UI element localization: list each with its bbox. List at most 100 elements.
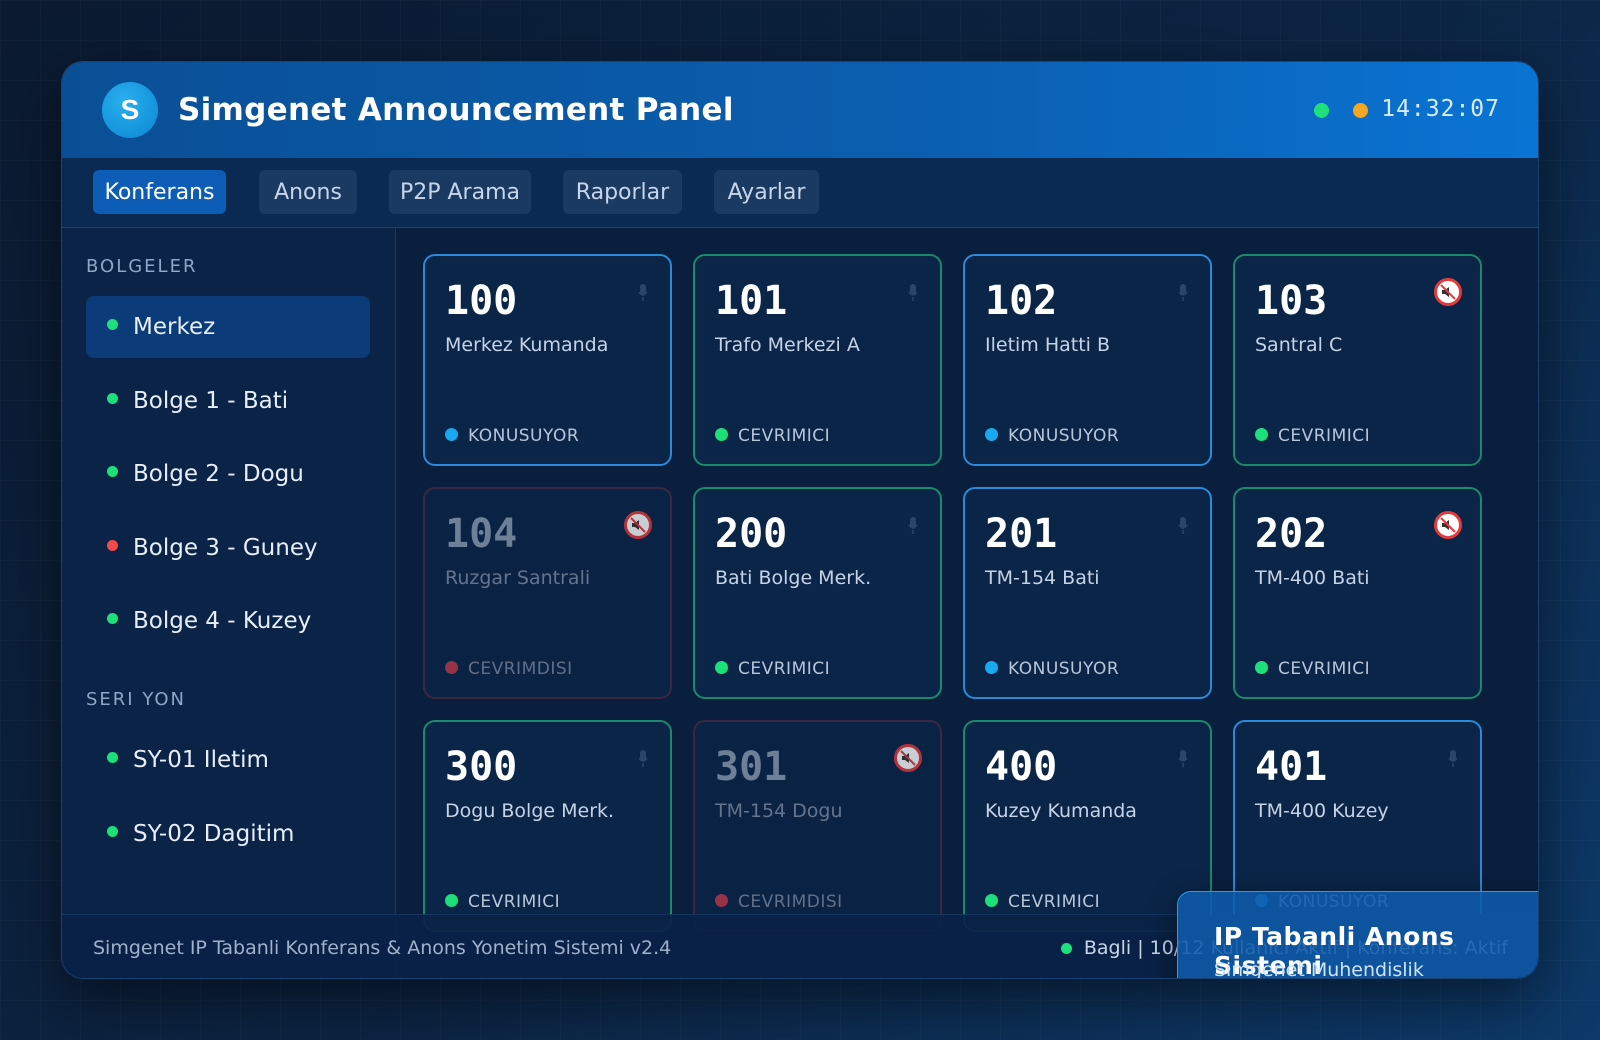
app-title: Simgenet Announcement Panel [178,92,734,128]
station-number: 400 [985,744,1058,790]
station-name: Trafo Merkezi A [715,334,860,356]
station-name: TM-400 Kuzey [1255,800,1389,822]
status-dot [715,661,728,674]
tab-konferans[interactable]: Konferans [93,170,226,214]
microphone-icon[interactable] [908,517,918,535]
station-name: Bati Bolge Merk. [715,567,872,589]
station-status: CEVRIMDISI [715,892,843,912]
status-dot [985,894,998,907]
microphone-icon[interactable] [908,284,918,302]
status-label: CEVRIMICI [468,892,561,912]
status-dot [445,894,458,907]
sidebar: BOLGELER Merkez Bolge 1 - Bati Bolge 2 -… [62,228,396,978]
status-dot [715,428,728,441]
status-dot [715,894,728,907]
station-card-103[interactable]: 103 Santral C CEVRIMICI [1233,254,1482,466]
regions-section-label: BOLGELER [86,256,198,277]
station-name: Ruzgar Santrali [445,567,591,589]
station-card-201[interactable]: 201 TM-154 Bati KONUSUYOR [963,487,1212,699]
footer-version-text: Simgenet IP Tabanli Konferans & Anons Yo… [93,937,672,959]
station-name: Merkez Kumanda [445,334,609,356]
status-label: CEVRIMICI [738,659,831,679]
station-number: 301 [715,744,788,790]
sidebar-item-merkez[interactable]: Merkez [86,296,370,358]
station-number: 100 [445,278,518,324]
station-card-104[interactable]: 104 Ruzgar Santrali CEVRIMDISI [423,487,672,699]
station-card-102[interactable]: 102 Iletim Hatti B KONUSUYOR [963,254,1212,466]
station-name: TM-154 Bati [985,567,1100,589]
station-name: TM-154 Dogu [715,800,843,822]
status-label: CEVRIMDISI [738,892,843,912]
app-logo: S [102,82,158,138]
status-label: CEVRIMICI [738,426,831,446]
station-status: CEVRIMICI [1255,426,1370,446]
sidebar-item-sy-01[interactable]: SY-01 Iletim [86,729,370,791]
station-number: 103 [1255,278,1328,324]
status-label: KONUSUYOR [1008,426,1120,446]
tab-p2p-arama[interactable]: P2P Arama [389,170,531,214]
series-section-label: SERI YON [86,689,186,710]
station-name: Dogu Bolge Merk. [445,800,615,822]
mute-icon[interactable] [894,744,922,772]
station-number: 104 [445,511,518,557]
tab-raporlar[interactable]: Raporlar [563,170,682,214]
status-dot [985,661,998,674]
mute-icon[interactable] [624,511,652,539]
status-dot [107,751,118,763]
microphone-icon[interactable] [638,750,648,768]
station-status: CEVRIMICI [985,892,1100,912]
tab-anons[interactable]: Anons [259,170,357,214]
station-card-200[interactable]: 200 Bati Bolge Merk. CEVRIMICI [693,487,942,699]
station-card-301[interactable]: 301 TM-154 Dogu CEVRIMDISI [693,720,942,932]
status-label: CEVRIMICI [1278,659,1371,679]
tab-ayarlar[interactable]: Ayarlar [714,170,819,214]
mute-icon[interactable] [1434,511,1462,539]
station-status: KONUSUYOR [985,426,1119,446]
station-name: Iletim Hatti B [985,334,1111,356]
notification-toast[interactable]: IP Tabanli Anons Sistemi Simgenet Muhend… [1177,891,1538,978]
station-number: 300 [445,744,518,790]
microphone-icon[interactable] [1448,750,1458,768]
app-window: S Simgenet Announcement Panel 14:32:07 K… [61,61,1539,979]
microphone-icon[interactable] [1178,284,1188,302]
station-status: CEVRIMICI [715,659,830,679]
status-label: KONUSUYOR [468,426,580,446]
station-card-300[interactable]: 300 Dogu Bolge Merk. CEVRIMICI [423,720,672,932]
sidebar-item-label: SY-01 Iletim [133,747,269,773]
sidebar-item-bolge-2[interactable]: Bolge 2 - Dogu [86,443,370,505]
sidebar-item-bolge-1[interactable]: Bolge 1 - Bati [86,370,370,432]
station-card-101[interactable]: 101 Trafo Merkezi A CEVRIMICI [693,254,942,466]
station-card-202[interactable]: 202 TM-400 Bati CEVRIMICI [1233,487,1482,699]
status-dot [107,392,118,404]
status-label: CEVRIMICI [1008,892,1101,912]
station-card-400[interactable]: 400 Kuzey Kumanda CEVRIMICI [963,720,1212,932]
status-dot [985,428,998,441]
microphone-icon[interactable] [1178,517,1188,535]
station-status: CEVRIMICI [1255,659,1370,679]
mute-icon[interactable] [1434,278,1462,306]
sidebar-item-label: Bolge 3 - Guney [133,535,318,561]
status-dot [107,612,118,624]
station-name: Santral C [1255,334,1343,356]
status-dot [445,661,458,674]
status-dot [107,825,118,837]
station-number: 201 [985,511,1058,557]
sidebar-item-bolge-4[interactable]: Bolge 4 - Kuzey [86,590,370,652]
station-card-100[interactable]: 100 Merkez Kumanda KONUSUYOR [423,254,672,466]
station-number: 102 [985,278,1058,324]
status-dot [1060,942,1072,954]
sidebar-item-sy-02[interactable]: SY-02 Dagitim [86,803,370,865]
microphone-icon[interactable] [638,284,648,302]
sidebar-item-label: Bolge 2 - Dogu [133,461,304,487]
station-number: 202 [1255,511,1328,557]
station-number: 200 [715,511,788,557]
status-label: KONUSUYOR [1008,659,1120,679]
sidebar-item-label: SY-02 Dagitim [133,821,295,847]
microphone-icon[interactable] [1178,750,1188,768]
sidebar-item-bolge-3[interactable]: Bolge 3 - Guney [86,517,370,579]
station-status: KONUSUYOR [445,426,579,446]
status-dot [1255,661,1268,674]
sidebar-item-label: Bolge 4 - Kuzey [133,608,312,634]
warning-indicator [1353,103,1368,118]
status-dot [107,539,118,551]
